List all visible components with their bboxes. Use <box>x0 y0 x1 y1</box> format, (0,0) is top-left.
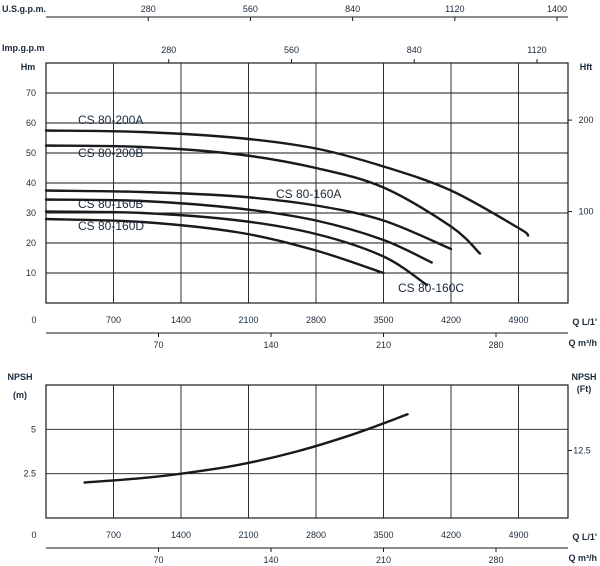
curve-label-cs-80-200a: CS 80-200A <box>78 113 143 127</box>
head-m3h-axis-label: Q m³/h <box>569 338 598 348</box>
pump-curve-cs-80-160c <box>44 210 429 287</box>
head-y-tick-label: 30 <box>26 208 36 218</box>
head-y-tick-label: 40 <box>26 178 36 188</box>
pump-curve-cs-80-200a <box>44 129 530 237</box>
head-x-tick-label: 4200 <box>441 315 461 325</box>
head-m3h-tick-label: 70 <box>153 340 163 350</box>
npsh-x-tick-label: 700 <box>106 530 121 540</box>
head-x-tick-label: 2800 <box>306 315 326 325</box>
npsh-m3h-axis-label: Q m³/h <box>569 553 598 563</box>
head-right-tick-label: 200 <box>578 115 593 125</box>
curve-label-cs-80-200b: CS 80-200B <box>78 146 143 160</box>
npsh-m3h-tick-label: 140 <box>263 555 278 565</box>
usgpm-tick-label: 1120 <box>445 4 464 14</box>
head-right-tick-label: 100 <box>578 207 593 217</box>
usgpm-tick-label: 560 <box>243 4 258 14</box>
head-x-tick-label: 3500 <box>373 315 393 325</box>
npsh-x-tick-label: 0 <box>31 530 36 540</box>
npsh-right-tick-label: 12.5 <box>573 445 591 455</box>
impgpm-tick-label: 1120 <box>527 45 546 55</box>
npsh-m3h-tick-label: 210 <box>376 555 391 565</box>
npsh-curve <box>83 413 409 484</box>
impgpm-tick-label: 280 <box>161 45 176 55</box>
head-y-tick-label: 70 <box>26 88 36 98</box>
head-x-tick-label: 1400 <box>171 315 191 325</box>
npsh-m3h-tick-label: 70 <box>153 555 163 565</box>
impgpm-tick-label: 840 <box>407 45 422 55</box>
npsh-right-axis-unit: (Ft) <box>577 384 592 394</box>
npsh-x-tick-label: 1400 <box>171 530 191 540</box>
usgpm-axis-label: U.S.g.p.m. <box>2 4 46 14</box>
curve-label-cs-80-160d: CS 80-160D <box>78 219 144 233</box>
pump-curve-cs-80-160d <box>44 217 385 275</box>
pump-curve-cs-80-200b <box>44 144 482 255</box>
impgpm-axis-label: Imp.g.p.m <box>2 43 45 53</box>
head-m3h-tick-label: 210 <box>376 340 391 350</box>
impgpm-tick-label: 560 <box>284 45 299 55</box>
head-x-axis-label: Q L/1' <box>572 317 597 327</box>
head-m3h-tick-label: 140 <box>263 340 278 350</box>
usgpm-tick-label: 840 <box>345 4 360 14</box>
npsh-y-axis-unit: (m) <box>13 390 27 400</box>
npsh-y-tick-label: 5 <box>31 424 36 434</box>
npsh-x-tick-label: 4200 <box>441 530 461 540</box>
head-y-tick-label: 20 <box>26 238 36 248</box>
npsh-x-tick-label: 3500 <box>373 530 393 540</box>
head-y-tick-label: 50 <box>26 148 36 158</box>
npsh-x-tick-label: 4900 <box>508 530 528 540</box>
head-x-tick-label: 2100 <box>238 315 258 325</box>
npsh-y-tick-label: 2.5 <box>23 469 36 479</box>
curve-label-cs-80-160b: CS 80-160B <box>78 197 143 211</box>
head-y-tick-label: 10 <box>26 268 36 278</box>
usgpm-tick-label: 280 <box>141 4 156 14</box>
pump-curve-cs-80-160a <box>44 189 453 251</box>
head-y-tick-label: 60 <box>26 118 36 128</box>
usgpm-tick-label: 1400 <box>547 4 567 14</box>
npsh-y-axis-label: NPSH <box>7 372 32 382</box>
head-x-tick-label: 4900 <box>508 315 528 325</box>
head-x-tick-label: 0 <box>31 315 36 325</box>
curve-label-cs-80-160c: CS 80-160C <box>398 281 464 295</box>
npsh-right-axis-label: NPSH <box>571 372 596 382</box>
npsh-m3h-tick-label: 280 <box>488 555 503 565</box>
npsh-x-tick-label: 2800 <box>306 530 326 540</box>
head-m3h-tick-label: 280 <box>488 340 503 350</box>
curve-label-cs-80-160a: CS 80-160A <box>276 187 341 201</box>
npsh-plot-frame <box>45 384 569 519</box>
head-x-tick-label: 700 <box>106 315 121 325</box>
npsh-x-axis-label: Q L/1' <box>572 532 597 542</box>
head-right-axis-label: Hft <box>580 62 593 72</box>
pump-curve-cs-80-160b <box>44 198 433 264</box>
npsh-x-tick-label: 2100 <box>238 530 258 540</box>
head-y-axis-label: Hm <box>21 62 36 72</box>
